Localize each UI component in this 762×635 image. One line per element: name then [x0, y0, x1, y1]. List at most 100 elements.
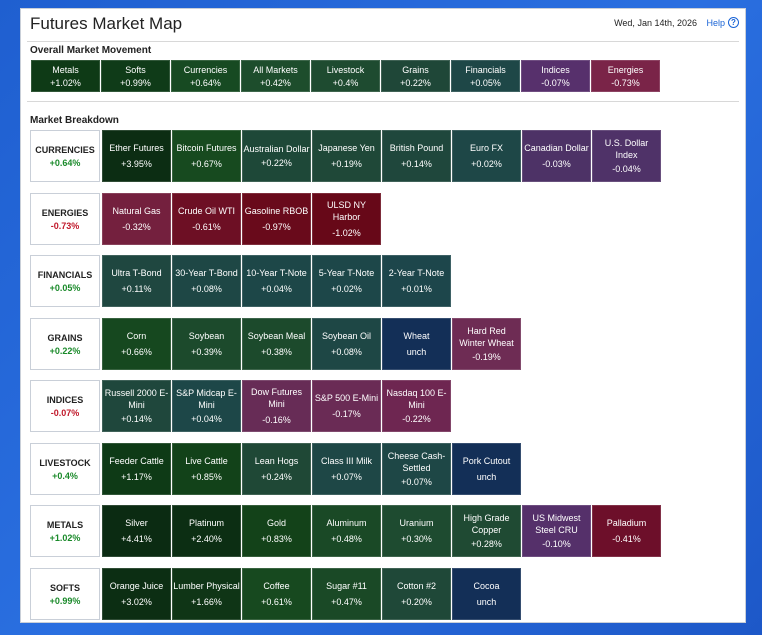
tile-high-grade-copper[interactable]: High Grade Copper +0.28% [452, 505, 521, 557]
tile-ether-futures[interactable]: Ether Futures +3.95% [102, 130, 171, 182]
tile-change: +0.11% [121, 284, 152, 294]
tile-cotton-2[interactable]: Cotton #2 +0.20% [382, 568, 451, 620]
tile-change: -0.03% [542, 159, 571, 169]
tile-platinum[interactable]: Platinum +2.40% [172, 505, 241, 557]
tile-change: +0.14% [401, 159, 432, 169]
tile-feeder-cattle[interactable]: Feeder Cattle +1.17% [102, 443, 171, 495]
tile-silver[interactable]: Silver +4.41% [102, 505, 171, 557]
tile-s-p-500-e-mini[interactable]: S&P 500 E-Mini -0.17% [312, 380, 381, 432]
tile-name: Bitcoin Futures [176, 143, 237, 153]
tile-change: +3.95% [121, 159, 152, 169]
category-name: SOFTS [49, 582, 80, 593]
tile-change: -1.02% [332, 228, 361, 238]
tile-class-iii-milk[interactable]: Class III Milk +0.07% [312, 443, 381, 495]
tile-dow-futures-mini[interactable]: Dow Futures Mini -0.16% [242, 380, 311, 432]
tile-gold[interactable]: Gold +0.83% [242, 505, 311, 557]
tile-name: Metals [52, 64, 79, 75]
tile-orange-juice[interactable]: Orange Juice +3.02% [102, 568, 171, 620]
tile-change: +0.39% [191, 347, 222, 357]
tile-natural-gas[interactable]: Natural Gas -0.32% [102, 193, 171, 245]
tile-change: -0.19% [472, 352, 501, 362]
category-change: +1.02% [49, 532, 81, 543]
tile-australian-dollar[interactable]: Australian Dollar +0.22% [242, 130, 311, 182]
category-change: +0.05% [49, 282, 81, 293]
tile-change: -0.97% [262, 222, 291, 232]
tile-ulsd-ny-harbor[interactable]: ULSD NY Harbor -1.02% [312, 193, 381, 245]
tile-all-markets[interactable]: All Markets +0.42% [241, 60, 310, 92]
tile-corn[interactable]: Corn +0.66% [102, 318, 171, 370]
tile-name: Energies [607, 64, 644, 75]
tile-change: +4.41% [121, 534, 152, 544]
tile-5-year-t-note[interactable]: 5-Year T-Note +0.02% [312, 255, 381, 307]
tile-pork-cutout[interactable]: Pork Cutout unch [452, 443, 521, 495]
tile-s-p-midcap-e-mini[interactable]: S&P Midcap E-Mini +0.04% [172, 380, 241, 432]
tile-hard-red-winter-wheat[interactable]: Hard Red Winter Wheat -0.19% [452, 318, 521, 370]
tile-currencies[interactable]: Currencies +0.64% [171, 60, 240, 92]
tile-british-pound[interactable]: British Pound +0.14% [382, 130, 451, 182]
tile-name: Soybean [188, 331, 225, 341]
tile-u-s-dollar-index[interactable]: U.S. Dollar Index -0.04% [592, 130, 661, 182]
tile-change: -0.16% [262, 415, 291, 425]
tile-change: -0.04% [612, 164, 641, 174]
tile-aluminum[interactable]: Aluminum +0.48% [312, 505, 381, 557]
tile-livestock[interactable]: Livestock +0.4% [311, 60, 380, 92]
tile-grains[interactable]: Grains +0.22% [381, 60, 450, 92]
tile-change: +0.85% [191, 472, 222, 482]
tile-cocoa[interactable]: Cocoa unch [452, 568, 521, 620]
tile-ultra-t-bond[interactable]: Ultra T-Bond +0.11% [102, 255, 171, 307]
tile-lumber-physical[interactable]: Lumber Physical +1.66% [172, 568, 241, 620]
tile-lean-hogs[interactable]: Lean Hogs +0.24% [242, 443, 311, 495]
tile-change: +0.67% [191, 159, 222, 169]
tile-bitcoin-futures[interactable]: Bitcoin Futures +0.67% [172, 130, 241, 182]
tile-cheese-cash-settled[interactable]: Cheese Cash-Settled +0.07% [382, 443, 451, 495]
tile-2-year-t-note[interactable]: 2-Year T-Note +0.01% [382, 255, 451, 307]
tile-name: Gold [266, 518, 286, 528]
tile-energies[interactable]: Energies -0.73% [591, 60, 660, 92]
tile-crude-oil-wti[interactable]: Crude Oil WTI -0.61% [172, 193, 241, 245]
tile-change: +0.04% [261, 284, 292, 294]
tile-name: Aluminum [326, 518, 367, 528]
tile-change: +0.48% [331, 534, 362, 544]
help-link[interactable]: Help ? [706, 17, 739, 28]
tile-canadian-dollar[interactable]: Canadian Dollar -0.03% [522, 130, 591, 182]
tile-change: +0.38% [261, 347, 292, 357]
tile-coffee[interactable]: Coffee +0.61% [242, 568, 311, 620]
tile-soybean-meal[interactable]: Soybean Meal +0.38% [242, 318, 311, 370]
tile-change: +1.66% [191, 597, 222, 607]
breakdown-row-softs: SOFTS +0.99% Orange Juice +3.02% Lumber Phys… [30, 568, 521, 620]
tile-name: Silver [125, 518, 148, 528]
category-label: LIVESTOCK +0.4% [30, 443, 100, 495]
tile-euro-fx[interactable]: Euro FX +0.02% [452, 130, 521, 182]
tile-10-year-t-note[interactable]: 10-Year T-Note +0.04% [242, 255, 311, 307]
tile-russell-2000-e-mini[interactable]: Russell 2000 E-Mini +0.14% [102, 380, 171, 432]
tile-soybean-oil[interactable]: Soybean Oil +0.08% [312, 318, 381, 370]
tile-30-year-t-bond[interactable]: 30-Year T-Bond +0.08% [172, 255, 241, 307]
tile-name: Lumber Physical [173, 581, 240, 591]
tile-name: Currencies [183, 64, 228, 75]
tile-change: +0.24% [261, 472, 292, 482]
tile-uranium[interactable]: Uranium +0.30% [382, 505, 451, 557]
tile-name: Financials [465, 64, 506, 75]
tile-palladium[interactable]: Palladium -0.41% [592, 505, 661, 557]
tile-metals[interactable]: Metals +1.02% [31, 60, 100, 92]
tile-change: -0.10% [542, 539, 571, 549]
tile-change: +0.02% [331, 284, 362, 294]
tile-change: -0.07% [541, 77, 570, 88]
tile-sugar-11[interactable]: Sugar #11 +0.47% [312, 568, 381, 620]
tile-softs[interactable]: Softs +0.99% [101, 60, 170, 92]
tile-change: unch [406, 347, 427, 357]
tile-name: Class III Milk [320, 456, 372, 466]
tile-indices[interactable]: Indices -0.07% [521, 60, 590, 92]
category-label: ENERGIES -0.73% [30, 193, 100, 245]
tile-nasdaq-100-e-mini[interactable]: Nasdaq 100 E-Mini -0.22% [382, 380, 451, 432]
tile-gasoline-rbob[interactable]: Gasoline RBOB -0.97% [242, 193, 311, 245]
tile-wheat[interactable]: Wheat unch [382, 318, 451, 370]
tile-live-cattle[interactable]: Live Cattle +0.85% [172, 443, 241, 495]
category-name: LIVESTOCK [39, 457, 91, 468]
category-change: -0.07% [50, 407, 80, 418]
tile-japanese-yen[interactable]: Japanese Yen +0.19% [312, 130, 381, 182]
tile-us-midwest-steel-cru[interactable]: US Midwest Steel CRU -0.10% [522, 505, 591, 557]
tile-financials[interactable]: Financials +0.05% [451, 60, 520, 92]
page-title: Futures Market Map [30, 14, 183, 33]
tile-soybean[interactable]: Soybean +0.39% [172, 318, 241, 370]
